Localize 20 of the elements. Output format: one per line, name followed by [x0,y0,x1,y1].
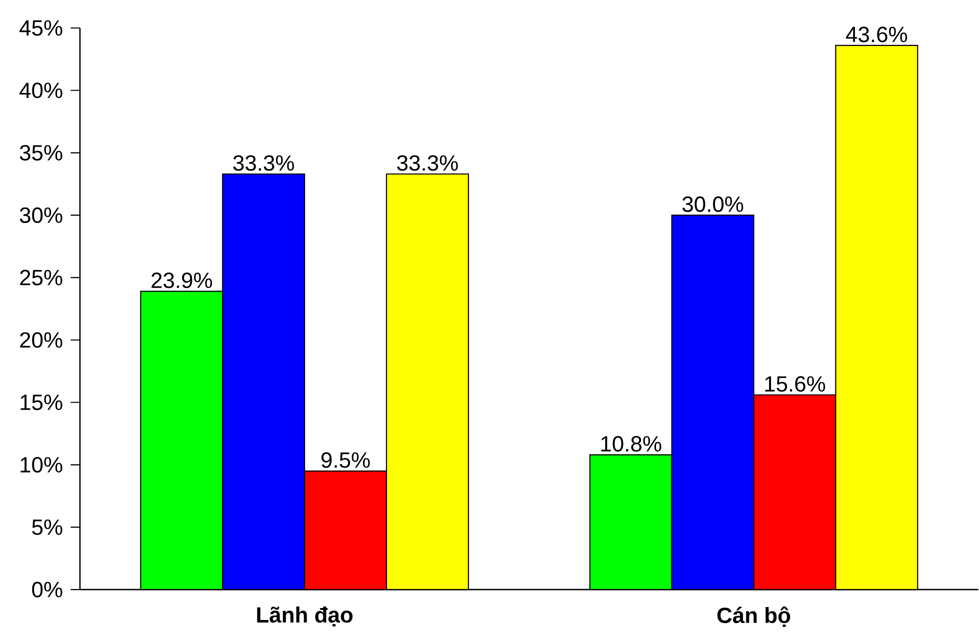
x-tick-label: Cán bộ [717,606,790,628]
y-tick-label: 25% [20,270,62,286]
y-tick-label: 45% [20,20,62,36]
data-label: 43.6% [846,26,908,42]
y-tick-label: 40% [20,82,62,98]
x-tick-label: Lãnh đạo [257,606,353,627]
data-label: 23.9% [152,272,212,288]
y-tick-label: 20% [20,332,62,348]
data-label: 30.0% [682,196,744,212]
y-tick-label: 5% [32,520,62,536]
data-label: 9.5% [321,452,370,468]
y-tick-label: 10% [20,457,62,473]
data-label: 10.8% [601,436,662,452]
y-tick-label: 0% [32,582,62,598]
y-tick-label: 15% [20,394,62,410]
data-label: 33.3% [233,155,294,172]
data-label: 15.6% [765,376,826,392]
data-label: 33.3% [397,155,458,172]
y-tick-label: 35% [20,145,62,161]
y-tick-label: 30% [20,208,62,224]
